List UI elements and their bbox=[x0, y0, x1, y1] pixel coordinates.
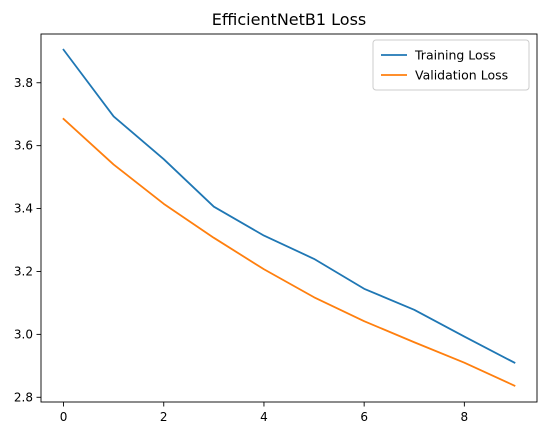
plot-area: 0 2 4 6 8 2.8 3.0 3.2 3.4 3.6 3.8 bbox=[14, 33, 538, 424]
y-tick-label-5: 3.8 bbox=[14, 76, 33, 90]
x-tick-label-4: 8 bbox=[461, 410, 469, 424]
x-tick-label-1: 2 bbox=[160, 410, 168, 424]
y-tick-label-4: 3.6 bbox=[14, 139, 33, 153]
legend: Training Loss Validation Loss bbox=[372, 39, 530, 91]
legend-label-0: Training Loss bbox=[414, 48, 496, 63]
y-tick-label-2: 3.2 bbox=[14, 264, 33, 278]
series-line-0 bbox=[62, 48, 516, 364]
legend-label-1: Validation Loss bbox=[415, 68, 508, 83]
legend-box bbox=[372, 39, 530, 91]
chart-title: EfficientNetB1 Loss bbox=[212, 10, 367, 29]
y-tick-label-1: 3.0 bbox=[14, 327, 33, 341]
x-tick-label-0: 0 bbox=[60, 410, 68, 424]
x-tick-label-3: 6 bbox=[360, 410, 368, 424]
axes-frame bbox=[40, 33, 538, 403]
y-tick-label-3: 3.4 bbox=[14, 202, 33, 216]
series-line-1 bbox=[62, 117, 516, 387]
x-tick-label-2: 4 bbox=[260, 410, 268, 424]
y-tick-label-0: 2.8 bbox=[14, 390, 33, 404]
